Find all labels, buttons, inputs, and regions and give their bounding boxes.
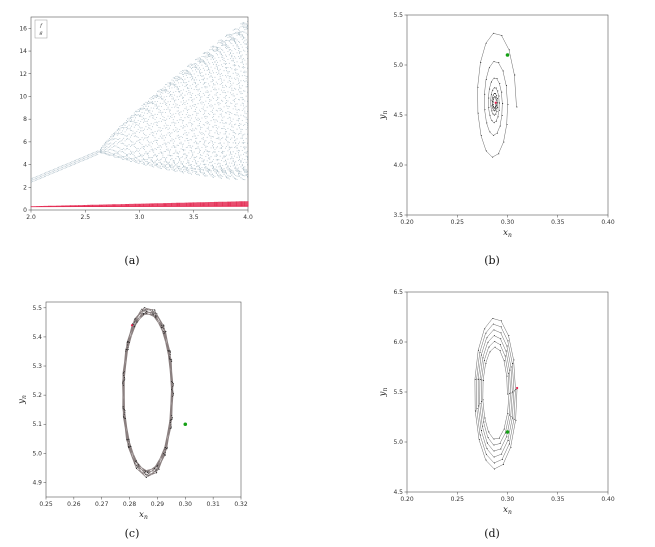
- x-axis-label: xn: [139, 510, 148, 521]
- x-tick-label: 0.30: [501, 496, 515, 503]
- y-tick-label: 4.9: [32, 479, 42, 486]
- x-tick-label: 0.20: [400, 496, 414, 503]
- x-tick-label: 0.29: [151, 501, 165, 508]
- y-tick-label: 5.0: [32, 450, 42, 457]
- x-tick-label: 0.25: [451, 219, 465, 226]
- panel-a: 2.0 2.5 3.0 3.5 4.0 0 2 4 6 8 10 12 14 16 fg: [19, 16, 253, 221]
- y-tick-label: 4.5: [393, 112, 403, 119]
- panel-caption: (c): [125, 527, 140, 540]
- y-tick-label: 6.0: [393, 339, 403, 346]
- x-tick-label: 0.40: [601, 219, 615, 226]
- end-point: [516, 386, 519, 390]
- start-point: [505, 430, 510, 434]
- panel-b: 0.20 0.25 0.30 0.35 0.40 3.5 4.0 4.5 5.0 5.5 xn yn: [378, 12, 615, 239]
- legend-box: [34, 19, 48, 39]
- y-tick-label: 6: [23, 139, 27, 146]
- y-tick-label: 5.5: [393, 12, 403, 19]
- orbit-points: [122, 307, 174, 478]
- plot-frame: [45, 301, 242, 498]
- x-tick-label: 0.32: [234, 501, 248, 508]
- legend: fg: [34, 19, 48, 39]
- x-tick-label: 4.0: [243, 214, 253, 221]
- legend-entry-f: f: [39, 23, 43, 29]
- y-tick-label: 5.5: [32, 305, 42, 312]
- y-tick-label: 14: [19, 48, 27, 55]
- y-tick-label: 4.0: [393, 162, 403, 169]
- x-tick-label: 0.35: [551, 496, 565, 503]
- end-point: [494, 101, 497, 104]
- end-point: [130, 324, 134, 327]
- y-tick-label: 5.0: [393, 439, 403, 446]
- y-tick-label: 10: [19, 93, 27, 100]
- start-point: [183, 422, 188, 427]
- x-tick-label: 2.0: [26, 214, 36, 221]
- y-tick-label: 4.5: [393, 489, 403, 496]
- y-tick-label: 4: [23, 162, 27, 169]
- panel-c: 0.25 0.26 0.27 0.28 0.29 0.30 0.31 0.32 4.9 5.0 5.…: [17, 301, 248, 521]
- y-tick-label: 0: [23, 207, 27, 214]
- x-tick-label: 0.30: [179, 501, 193, 508]
- panel-caption: (b): [484, 254, 500, 267]
- y-axis-label: yn: [378, 111, 389, 121]
- series-g-baseline: [30, 205, 249, 208]
- y-tick-label: 3.5: [393, 212, 403, 219]
- y-tick-label: 5.4: [32, 334, 42, 341]
- y-tick-label: 5.1: [32, 421, 42, 428]
- y-tick-label: 5.0: [393, 62, 403, 69]
- x-tick-label: 0.28: [123, 501, 137, 508]
- x-tick-label: 0.35: [551, 219, 565, 226]
- plot-frame: [30, 16, 249, 211]
- bifurcation-series-f: [31, 21, 248, 183]
- orbit-line: [474, 318, 518, 470]
- x-tick-label: 0.30: [501, 219, 515, 226]
- panel-caption: (d): [484, 527, 500, 540]
- panel-d: 0.20 0.25 0.30 0.35 0.40 4.5 5.0 5.5 6.0 6.5 xn yn: [378, 289, 615, 516]
- y-axis-label: yn: [17, 395, 28, 405]
- y-axis-label: yn: [378, 388, 389, 398]
- y-tick-label: 5.2: [32, 392, 42, 399]
- y-tick-label: 16: [19, 25, 27, 32]
- x-tick-label: 0.27: [95, 501, 109, 508]
- x-tick-label: 3.0: [135, 214, 145, 221]
- x-tick-label: 0.40: [601, 496, 615, 503]
- orbit-points: [477, 32, 518, 158]
- x-tick-label: 0.20: [400, 219, 414, 226]
- y-tick-label: 8: [23, 116, 27, 123]
- y-tick-label: 5.3: [32, 363, 42, 370]
- y-tick-label: 2: [23, 184, 27, 191]
- x-tick-label: 0.31: [206, 501, 220, 508]
- y-tick-label: 6.5: [393, 289, 403, 296]
- plot-frame: [406, 14, 609, 216]
- start-point: [505, 53, 510, 57]
- legend-entry-g: g: [39, 30, 42, 36]
- y-tick-label: 5.5: [393, 389, 403, 396]
- x-tick-label: 2.5: [80, 214, 90, 221]
- orbit-points: [474, 317, 518, 470]
- x-axis-label: xn: [503, 228, 512, 239]
- panel-caption: (a): [124, 254, 139, 267]
- series-f-dots: [31, 21, 248, 183]
- x-tick-label: 0.25: [39, 501, 53, 508]
- x-tick-label: 0.26: [67, 501, 81, 508]
- y-tick-label: 12: [19, 71, 27, 78]
- x-axis-label: xn: [503, 505, 512, 516]
- x-tick-label: 3.5: [189, 214, 199, 221]
- x-tick-label: 0.25: [451, 496, 465, 503]
